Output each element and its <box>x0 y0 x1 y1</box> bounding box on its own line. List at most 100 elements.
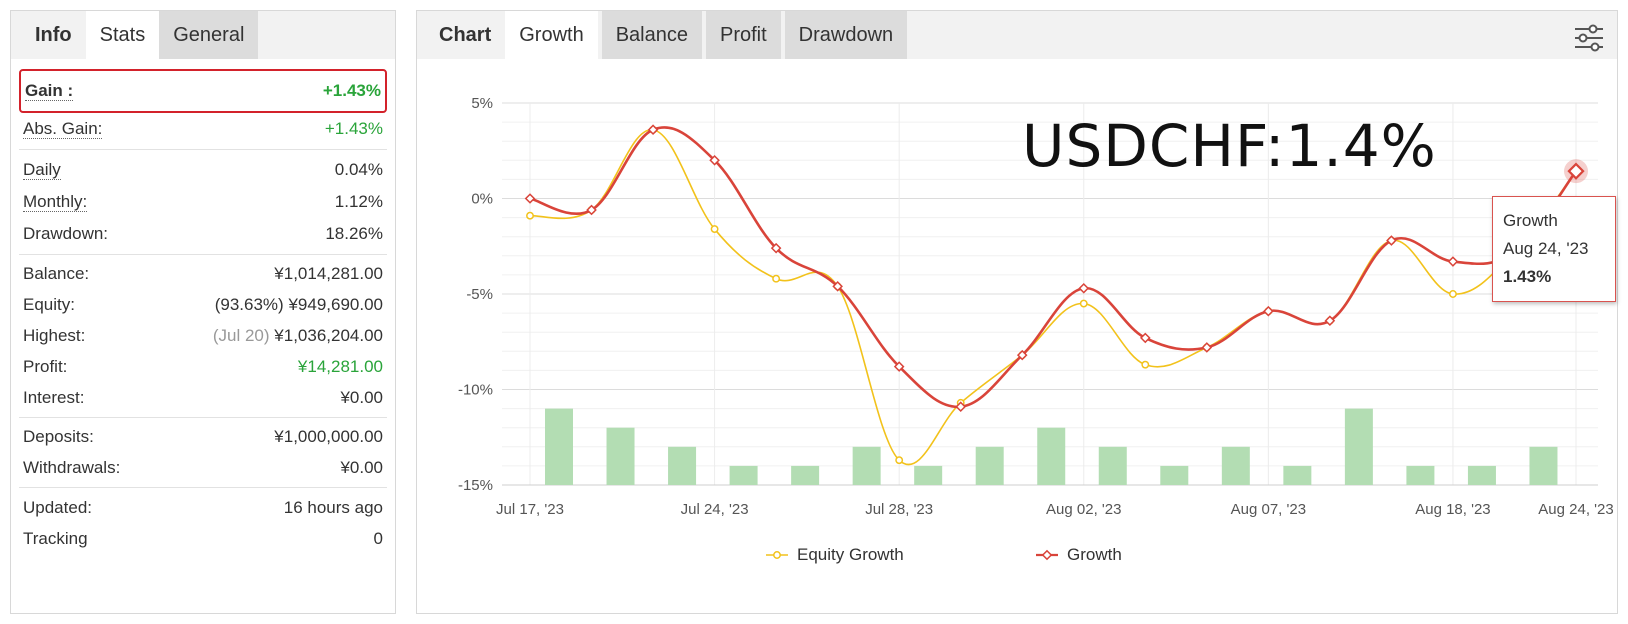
deposits-row: Deposits: ¥1,000,000.00 <box>19 422 387 452</box>
growth-line <box>529 126 1578 408</box>
bar <box>729 465 758 485</box>
equity-percent: (93.63%) <box>214 294 284 314</box>
overlay-annotation: USDCHF:1.4% <box>1022 112 1437 180</box>
daily-label[interactable]: Daily <box>23 159 61 180</box>
equity-point <box>1079 299 1088 308</box>
y-tick-label: -10% <box>458 382 493 399</box>
bar <box>545 408 573 485</box>
x-axis-ticks: Jul 17, '23 Jul 24, '23 Jul 28, '23 Aug 02,… <box>496 501 1614 518</box>
equity-value: ¥949,690.00 <box>288 294 383 314</box>
abs-gain-label[interactable]: Abs. Gain: <box>23 118 103 139</box>
equity-point <box>710 225 719 234</box>
deposits-value: ¥1,000,000.00 <box>274 427 383 446</box>
x-tick-label: Aug 07, '23 <box>1231 501 1306 518</box>
tab-chart[interactable]: Chart <box>439 23 492 46</box>
tab-drawdown[interactable]: Drawdown <box>784 11 908 59</box>
balance-value: ¥1,014,281.00 <box>274 264 383 283</box>
growth-point <box>1139 332 1151 344</box>
tab-general[interactable]: General <box>159 11 259 59</box>
gain-row: Gain : +1.43% <box>19 69 387 113</box>
tracking-row: Tracking 0 <box>19 523 387 554</box>
growth-point <box>709 154 720 166</box>
drawdown-row: Drawdown: 18.26% <box>19 218 387 250</box>
y-axis-ticks: 5% 0% -5% -10% -15% <box>458 95 493 494</box>
abs-gain-value: +1.43% <box>324 119 383 138</box>
bar <box>1283 465 1312 485</box>
gain-label[interactable]: Gain : <box>25 80 74 101</box>
bar <box>1037 427 1066 485</box>
growth-point <box>586 204 597 216</box>
growth-point <box>524 193 536 204</box>
chart-panel: Chart Growth Balance Profit Drawdown <box>416 10 1618 614</box>
monthly-label[interactable]: Monthly: <box>23 191 88 212</box>
growth-point <box>893 361 905 372</box>
gain-value: +1.43% <box>322 81 381 100</box>
chart-lines <box>524 124 1588 466</box>
daily-row: Daily 0.04% <box>19 154 387 186</box>
x-tick-label: Aug 24, '23 <box>1538 501 1613 518</box>
x-tick-label: Aug 02, '23 <box>1046 501 1121 518</box>
bar <box>1529 446 1558 485</box>
tab-profit[interactable]: Profit <box>705 11 781 59</box>
equity-row: Equity: (93.63%) ¥949,690.00 <box>19 289 387 320</box>
updated-row: Updated: 16 hours ago <box>19 492 387 523</box>
bar <box>852 446 881 485</box>
bar <box>914 465 943 485</box>
tooltip-series: Growth <box>1503 211 1558 230</box>
highest-value: ¥1,036,204.00 <box>274 325 383 345</box>
x-tick-label: Jul 28, '23 <box>865 501 933 518</box>
growth-point <box>1386 235 1397 246</box>
profit-row: Profit: ¥14,281.00 <box>19 351 387 382</box>
interest-row: Interest: ¥0.00 <box>19 382 387 413</box>
highlight-point <box>1567 162 1585 180</box>
balance-row: Balance: ¥1,014,281.00 <box>19 259 387 289</box>
growth-point <box>1078 282 1090 294</box>
growth-point <box>647 124 659 136</box>
growth-point <box>770 242 782 254</box>
deposits-label: Deposits: <box>23 427 94 446</box>
x-tick-label: Jul 17, '23 <box>496 501 564 518</box>
drawdown-label: Drawdown: <box>23 224 109 243</box>
growth-point <box>1263 305 1274 317</box>
divider <box>19 417 387 418</box>
legend-growth-label: Growth <box>1067 545 1122 564</box>
divider <box>19 254 387 255</box>
equity-point <box>1448 290 1457 298</box>
tab-stats[interactable]: Stats <box>85 11 160 59</box>
updated-value: 16 hours ago <box>283 497 383 517</box>
profit-label: Profit: <box>23 356 68 376</box>
highest-date: (Jul 20) <box>212 325 270 345</box>
bar <box>1160 465 1189 485</box>
growth-point <box>1016 349 1028 361</box>
legend-equity-label: Equity Growth <box>797 545 904 564</box>
withdrawals-value: ¥0.00 <box>340 457 383 477</box>
bar <box>668 446 697 485</box>
monthly-row: Monthly: 1.12% <box>19 186 387 218</box>
x-tick-label: Aug 18, '23 <box>1415 501 1490 518</box>
equity-value-wrap: (93.63%) ¥949,690.00 <box>215 295 383 315</box>
abs-gain-row: Abs. Gain: +1.43% <box>19 113 387 145</box>
balance-label: Balance: <box>23 264 90 283</box>
legend-equity-marker <box>773 551 781 559</box>
sliders-icon[interactable] <box>1573 23 1605 53</box>
equity-point <box>1141 360 1150 369</box>
growth-point <box>1447 256 1459 267</box>
equity-growth-line <box>529 128 1577 466</box>
monthly-value: 1.12% <box>334 192 383 211</box>
tracking-label: Tracking <box>23 528 88 548</box>
bar <box>1098 446 1127 485</box>
highest-label: Highest: <box>23 325 86 345</box>
bar <box>1221 446 1250 485</box>
divider <box>19 149 387 150</box>
tab-info[interactable]: Info <box>35 23 72 46</box>
legend-growth-marker <box>1041 549 1053 561</box>
chart-legend: Equity Growth Growth <box>766 545 1122 564</box>
tab-balance[interactable]: Balance <box>601 11 702 59</box>
interest-value: ¥0.00 <box>340 387 383 407</box>
growth-point <box>1324 315 1336 327</box>
withdrawals-row: Withdrawals: ¥0.00 <box>19 452 387 483</box>
withdrawals-label: Withdrawals: <box>23 457 121 477</box>
tab-growth[interactable]: Growth <box>505 11 598 59</box>
chart-tooltip: Growth Aug 24, '23 1.43% <box>1492 196 1616 302</box>
tooltip-date: Aug 24, '23 <box>1503 239 1589 258</box>
